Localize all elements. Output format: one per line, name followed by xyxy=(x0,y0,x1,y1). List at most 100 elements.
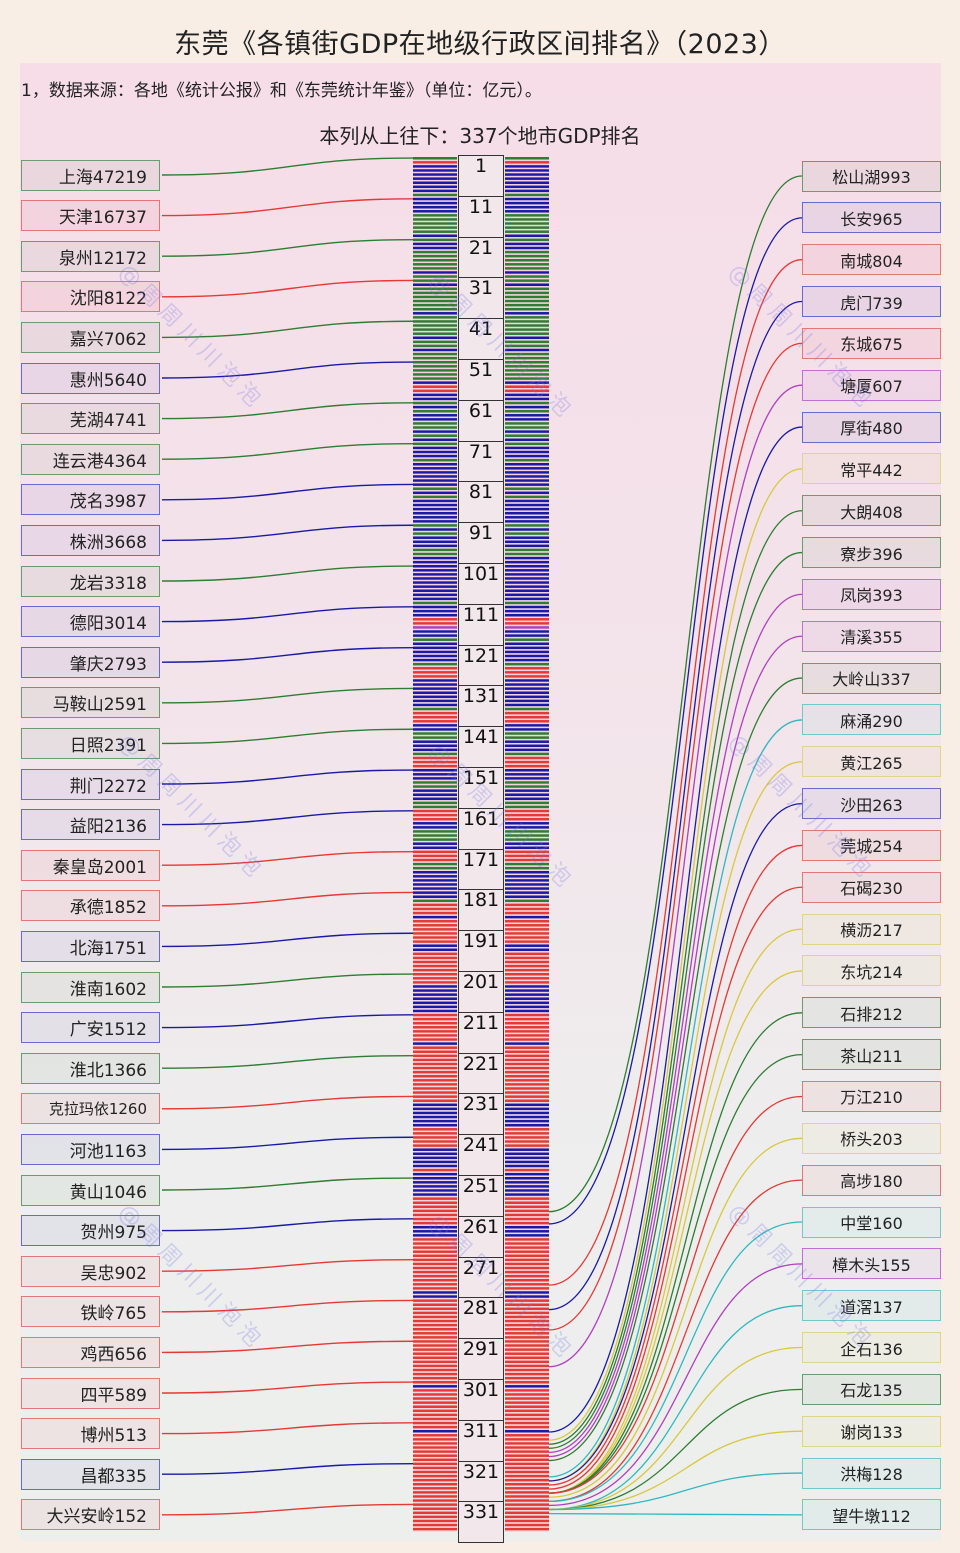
rank-stripe xyxy=(413,1136,457,1139)
rank-stripe xyxy=(413,785,457,788)
rank-stripe xyxy=(505,769,549,772)
rank-stripe xyxy=(505,879,549,882)
rank-stripe xyxy=(505,1389,549,1392)
rank-stripe xyxy=(413,1046,457,1049)
rank-stripe xyxy=(505,316,549,319)
town-label-box: 沙田263 xyxy=(802,788,941,820)
rank-stripe xyxy=(505,1115,549,1119)
rank-stripe xyxy=(413,303,457,307)
rank-stripe xyxy=(413,1242,457,1245)
rank-stripe xyxy=(505,1429,549,1433)
rank-stripe xyxy=(413,299,457,303)
rank-stripe xyxy=(413,1511,457,1515)
city-label-box: 博州513 xyxy=(21,1418,160,1450)
rank-stripe xyxy=(413,1417,457,1421)
rank-stripe xyxy=(505,267,549,270)
rank-stripe xyxy=(505,1046,549,1049)
rank-stripe xyxy=(413,732,457,735)
rank-stripe xyxy=(505,442,549,446)
rank-stripe xyxy=(413,418,457,421)
rank-tick-label: 51 xyxy=(458,359,504,401)
rank-stripe xyxy=(413,585,457,588)
rank-stripe xyxy=(413,805,457,809)
town-connector xyxy=(548,384,803,1368)
town-connector xyxy=(548,1053,803,1494)
rank-stripe xyxy=(505,1258,549,1262)
rank-stripe xyxy=(413,679,457,682)
rank-stripe xyxy=(413,1144,457,1147)
rank-stripe xyxy=(505,805,549,809)
city-connector xyxy=(161,973,414,988)
rank-stripe xyxy=(505,834,549,837)
rank-stripe xyxy=(505,577,549,580)
rank-stripe xyxy=(413,507,457,511)
rank-stripe xyxy=(413,434,457,437)
rank-stripe xyxy=(505,740,549,743)
rank-stripe xyxy=(505,813,549,817)
rank-stripe xyxy=(413,903,457,907)
rank-stripe xyxy=(413,1079,457,1082)
rank-stripe xyxy=(413,1250,457,1253)
rank-stripe xyxy=(505,565,549,568)
rank-stripe xyxy=(413,385,457,389)
rank-stripe xyxy=(413,1189,457,1192)
rank-stripe xyxy=(413,279,457,282)
town-label-box: 石龙135 xyxy=(802,1373,941,1405)
rank-stripe xyxy=(505,361,549,364)
rank-stripe xyxy=(505,866,549,870)
town-label-box: 大岭山337 xyxy=(802,662,941,694)
town-connector xyxy=(548,1472,803,1511)
rank-stripe xyxy=(505,1397,549,1400)
rank-stripe xyxy=(505,1075,549,1078)
rank-stripe xyxy=(413,1111,457,1115)
rank-stripe xyxy=(413,993,457,996)
town-connector xyxy=(548,1221,803,1503)
city-connector xyxy=(161,565,414,582)
rank-stripe xyxy=(505,1491,549,1494)
rank-stripe xyxy=(505,720,549,723)
rank-stripe xyxy=(505,1340,549,1343)
rank-stripe xyxy=(505,1238,549,1241)
rank-stripe xyxy=(505,234,549,238)
rank-stripe xyxy=(413,1005,457,1009)
rank-stripe xyxy=(413,854,457,858)
city-connector xyxy=(161,402,414,420)
rank-stripe xyxy=(413,1319,457,1323)
city-label-box: 芜湖4741 xyxy=(21,403,160,435)
rank-stripe xyxy=(413,891,457,894)
rank-stripe xyxy=(505,1434,549,1437)
rank-stripe xyxy=(505,352,549,356)
rank-stripe xyxy=(413,1478,457,1482)
town-connector xyxy=(548,1346,803,1511)
rank-stripe xyxy=(505,446,549,450)
town-connector xyxy=(548,175,803,1213)
rank-stripe xyxy=(505,1368,549,1372)
rank-stripe xyxy=(505,242,549,246)
town-label-box: 东城675 xyxy=(802,327,941,359)
rank-stripe xyxy=(505,503,549,507)
rank-stripe xyxy=(413,944,457,947)
rank-stripe xyxy=(505,495,549,499)
rank-stripe xyxy=(413,544,457,548)
rank-stripe xyxy=(505,1123,549,1127)
rank-stripe xyxy=(505,1523,549,1527)
rank-stripe xyxy=(505,1283,549,1286)
rank-stripe xyxy=(413,683,457,686)
rank-stripe xyxy=(413,157,457,160)
city-label-box: 贺州975 xyxy=(21,1215,160,1247)
town-label-box: 寮步396 xyxy=(802,537,941,569)
rank-stripe xyxy=(505,1201,549,1205)
rank-stripe xyxy=(505,401,549,405)
rank-stripe xyxy=(413,699,457,703)
rank-stripe xyxy=(413,752,457,756)
rank-stripe xyxy=(413,964,457,968)
rank-stripe xyxy=(505,1242,549,1245)
rank-stripe xyxy=(413,181,457,185)
rank-tick-label: 21 xyxy=(458,236,504,279)
rank-stripe xyxy=(505,222,549,225)
rank-stripe xyxy=(413,924,457,927)
rank-stripe xyxy=(413,956,457,960)
city-label-box: 承德1852 xyxy=(21,890,160,922)
rank-stripe xyxy=(413,307,457,311)
city-connector xyxy=(161,1218,414,1232)
